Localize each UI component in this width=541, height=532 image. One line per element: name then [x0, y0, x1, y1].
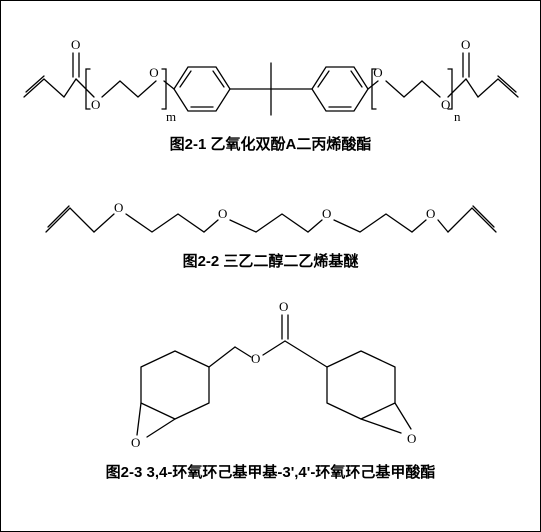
svg-text:O: O — [91, 97, 100, 112]
figure-2-3: O O O O 图2-3 3,4-环氧环己基甲基-3',4'-环氧环己基甲酸酯 — [71, 297, 471, 482]
svg-text:O: O — [426, 206, 435, 221]
svg-text:n: n — [454, 109, 461, 124]
svg-text:O: O — [131, 435, 140, 450]
structure-epoxycyclohexyl-ester: O O O O — [71, 297, 471, 457]
caption-2-3: 图2-3 3,4-环氧环己基甲基-3',4'-环氧环己基甲酸酯 — [106, 461, 436, 482]
svg-text:O: O — [218, 206, 227, 221]
svg-text:O: O — [71, 37, 80, 52]
svg-text:O: O — [279, 299, 288, 314]
figure-2-2: O O O O 图2-2 三乙二醇二乙烯基醚 — [36, 182, 506, 271]
figure-2-1: O O O m O O O n 图2-1 乙氧化双酚A二丙烯酸酯 — [16, 19, 526, 154]
svg-text:O: O — [407, 431, 416, 446]
svg-text:O: O — [461, 37, 470, 52]
structure-triethylene-glycol-divinyl-ether: O O O O — [36, 182, 506, 246]
svg-text:O: O — [251, 351, 260, 366]
svg-text:O: O — [373, 65, 382, 80]
svg-text:O: O — [322, 206, 331, 221]
structure-bisphenol-a-diacrylate: O O O m O O O n — [16, 19, 526, 129]
svg-text:O: O — [149, 65, 158, 80]
svg-text:m: m — [166, 109, 176, 124]
caption-2-1: 图2-1 乙氧化双酚A二丙烯酸酯 — [170, 133, 372, 154]
caption-2-2: 图2-2 三乙二醇二乙烯基醚 — [183, 250, 359, 271]
svg-text:O: O — [441, 97, 450, 112]
svg-text:O: O — [114, 200, 123, 215]
